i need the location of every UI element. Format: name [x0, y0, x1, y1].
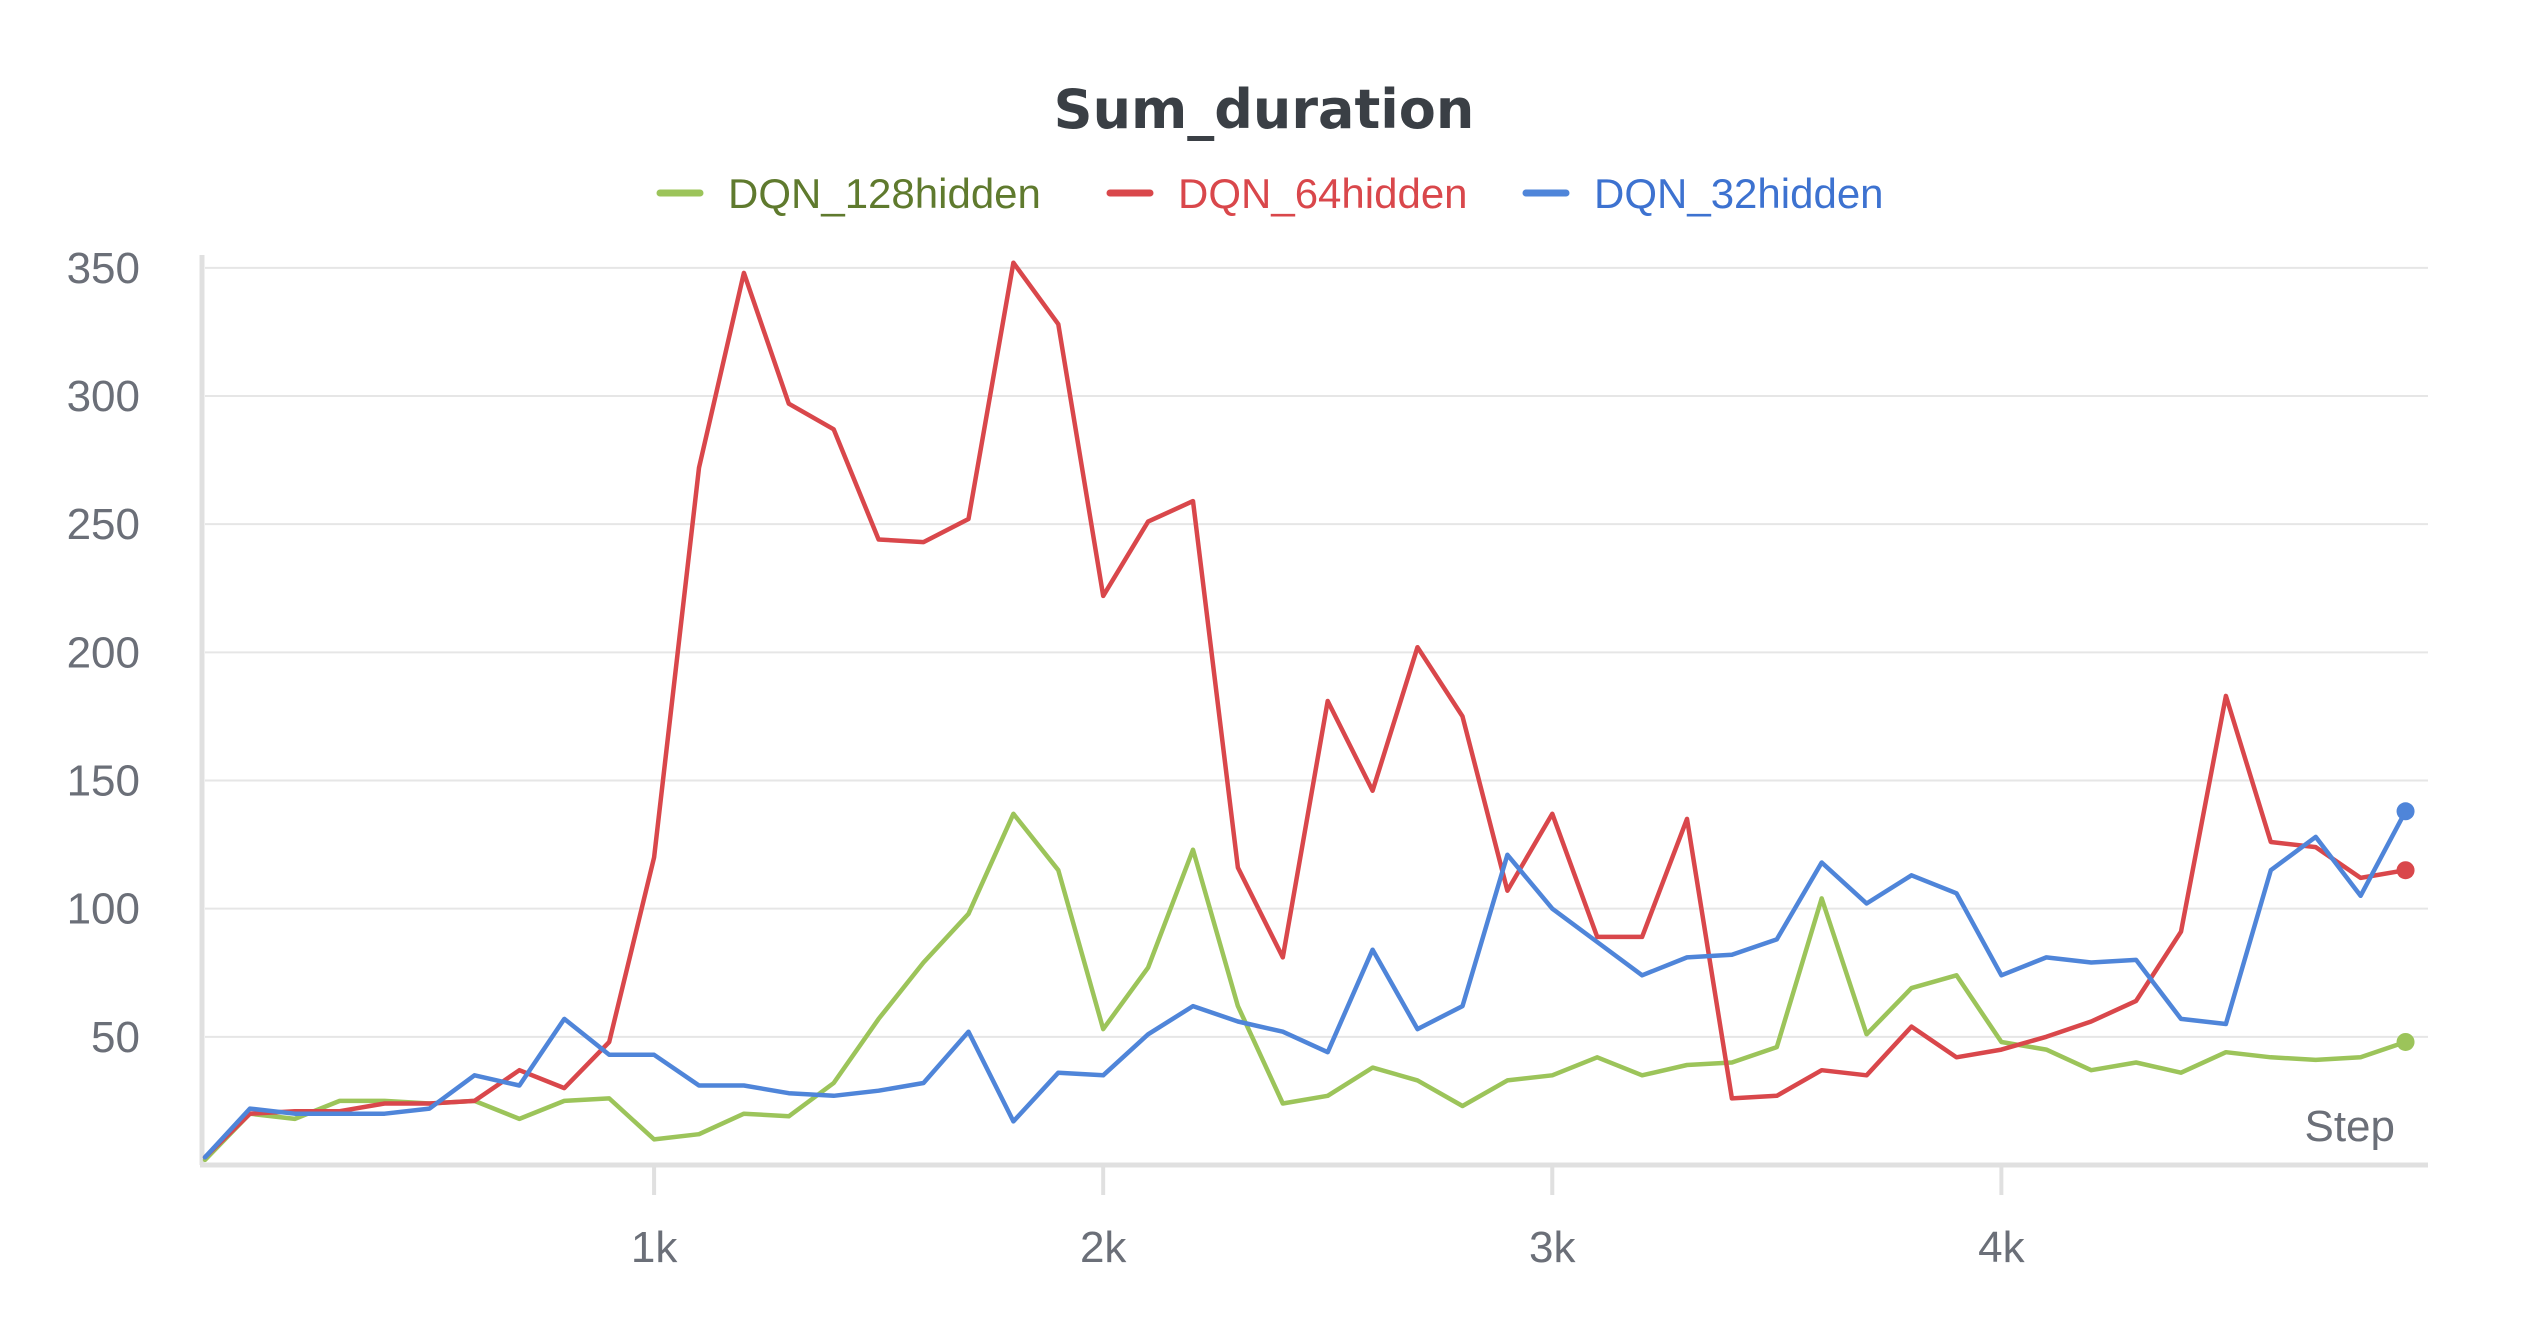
x-tick-label: 2k — [1080, 1223, 1127, 1272]
grid — [205, 266, 2428, 1038]
axes — [199, 255, 2428, 1168]
series-end-point-DQN_32hidden — [2396, 802, 2415, 821]
legend-label: DQN_64hidden — [1178, 170, 1468, 217]
series-group — [202, 260, 2415, 1163]
series-line-DQN_64hidden — [202, 260, 2408, 1160]
legend: DQN_128hidden DQN_64hidden DQN_32hidden — [656, 170, 1884, 217]
y-axis-ticks: 50 100 150 200 250 300 350 — [67, 244, 140, 1062]
x-tick-label: 3k — [1529, 1223, 1576, 1272]
x-axis-ticks: 1k 2k 3k 4k — [631, 1165, 2026, 1272]
series-line-DQN_128hidden — [202, 811, 2408, 1163]
y-tick-label: 200 — [67, 628, 140, 677]
legend-label: DQN_32hidden — [1594, 170, 1884, 217]
series-line-DQN_32hidden — [202, 809, 2408, 1160]
series-end-point-DQN_128hidden — [2396, 1032, 2415, 1051]
y-tick-label: 50 — [91, 1013, 140, 1062]
x-tick-label: 4k — [1978, 1223, 2025, 1272]
x-tick-label: 1k — [631, 1223, 678, 1272]
y-tick-label: 300 — [67, 372, 140, 421]
x-axis-label: Step — [2304, 1102, 2395, 1151]
legend-label: DQN_128hidden — [728, 170, 1041, 217]
y-tick-label: 150 — [67, 756, 140, 805]
chart-title: Sum_duration — [1054, 78, 1475, 141]
y-tick-label: 350 — [67, 244, 140, 293]
y-tick-label: 250 — [67, 500, 140, 549]
series-end-point-DQN_64hidden — [2396, 861, 2415, 880]
y-tick-label: 100 — [67, 885, 140, 934]
